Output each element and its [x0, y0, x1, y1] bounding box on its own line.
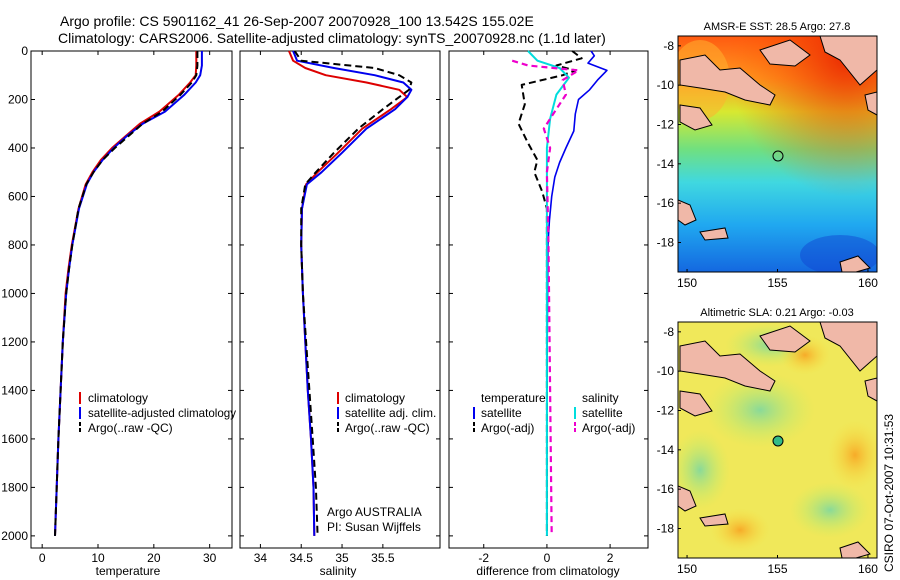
lat-tick-label: -16: [657, 196, 675, 210]
temperature-xlabel: temperature: [96, 564, 161, 578]
y-tick-label: 2000: [1, 529, 28, 543]
header-line-2: Climatology: CARS2006. Satellite-adjuste…: [58, 30, 606, 46]
lat-tick-label: -18: [657, 236, 675, 250]
y-tick-label: 800: [8, 238, 28, 252]
salinity-xlabel: salinity: [320, 564, 357, 578]
legend-title-salinity: salinity: [582, 391, 619, 405]
lat-tick-label: -12: [657, 404, 675, 418]
x-tick-label: 0: [39, 551, 46, 565]
header-line-1: Argo profile: CS 5901162_41 26-Sep-2007 …: [60, 13, 534, 29]
legend-label-temp-satellite: satellite: [481, 406, 522, 420]
legend-label-satellite: satellite adj. clim.: [345, 406, 436, 420]
x-tick-label: 2: [607, 551, 614, 565]
salinity-panel: 34 34.5 35 35.5 salinity climatology satell…: [239, 50, 441, 578]
legend-label-temp-argo: Argo(-adj): [481, 421, 534, 435]
series-line-satellite-adjusted-climatology: [54, 51, 203, 536]
x-tick-label: 35: [335, 551, 349, 565]
sst-coastline: [678, 36, 877, 272]
x-tick-label: 10: [91, 551, 105, 565]
lat-tick-label: -12: [657, 118, 675, 132]
sla-green-patch-3: [790, 482, 870, 538]
series-line-climatology: [288, 50, 409, 536]
series-line-satellite-adj-clim-: [292, 50, 413, 536]
temperature-legend: climatology satellite-adjusted climatolo…: [79, 391, 236, 435]
y-tick-label: 1400: [1, 383, 28, 397]
y-tick-label: 0: [21, 44, 28, 58]
credit-line-1: Argo AUSTRALIA: [327, 505, 422, 519]
x-tick-label: 30: [203, 551, 217, 565]
x-tick-label: 20: [147, 551, 161, 565]
x-tick-label: 34.5: [290, 551, 314, 565]
difference-panel: -2 0 2 difference from climatology tempera…: [448, 50, 649, 578]
legend-label-sal-satellite: satellite: [582, 406, 623, 420]
sla-orange-patch-1: [827, 420, 877, 490]
lat-tick-label: -8: [663, 39, 674, 53]
y-tick-label: 600: [8, 189, 28, 203]
sla-argo-marker: [772, 435, 784, 447]
series-line-temperature-satellite: [546, 50, 608, 536]
x-tick-label: -2: [478, 551, 489, 565]
legend-title-temperature: temperature: [481, 391, 546, 405]
y-tick-label: 200: [8, 92, 28, 106]
series-line-argo-raw-qc-: [54, 51, 199, 536]
lat-tick-label: -14: [657, 157, 675, 171]
lon-tick-label: 160: [858, 276, 878, 290]
legend-label-argo: Argo(..raw -QC): [88, 421, 173, 435]
sla-map-panel: Altimetric SLA: 0.21 Argo: -0.03: [657, 307, 879, 576]
lon-tick-label: 155: [767, 562, 787, 576]
credit-line-2: PI: Susan Wijffels: [327, 520, 421, 534]
sla-green-patch-2: [678, 430, 730, 510]
series-line-salinity-satellite: [527, 50, 570, 536]
side-timestamp-label: CSIRO 07-Oct-2007 10:31:53: [882, 414, 896, 572]
salinity-legend: climatology satellite adj. clim. Argo(..…: [337, 391, 436, 435]
y-tick-label: 400: [8, 141, 28, 155]
lat-tick-label: -10: [657, 364, 675, 378]
legend-label-climatology: climatology: [345, 391, 405, 405]
y-tick-label: 1000: [1, 286, 28, 300]
lon-tick-label: 150: [677, 276, 697, 290]
salinity-plot-frame: [239, 50, 441, 549]
sst-argo-marker: [772, 150, 784, 162]
y-tick-label: 1600: [1, 432, 28, 446]
temperature-panel: 0 10 20 30 0 200 400 600 800 1000 1200 1400 1600 1800…: [1, 44, 236, 578]
lon-tick-label: 155: [767, 276, 787, 290]
series-line-climatology: [54, 51, 198, 536]
sst-map-panel: AMSR-E SST: 28.5 Argo: 27.8 150 155 160 -8 -…: [657, 21, 879, 290]
lon-tick-label: 160: [858, 562, 878, 576]
series-line-salinity-argo-adj-: [511, 59, 580, 536]
lat-tick-label: -14: [657, 443, 675, 457]
temperature-plot-frame: [30, 50, 233, 549]
difference-legend: temperature satellite Argo(-adj) salinit…: [473, 391, 635, 435]
lat-tick-label: -10: [657, 78, 675, 92]
lat-tick-label: -8: [663, 325, 674, 339]
lat-tick-label: -18: [657, 522, 675, 536]
sla-map-title: Altimetric SLA: 0.21 Argo: -0.03: [700, 307, 853, 319]
series-line-argo-raw-qc-: [293, 50, 413, 536]
difference-xlabel: difference from climatology: [476, 564, 619, 578]
x-tick-label: 35.5: [371, 551, 395, 565]
sst-map-title: AMSR-E SST: 28.5 Argo: 27.8: [704, 21, 851, 33]
difference-plot-frame: [448, 50, 649, 549]
legend-label-argo: Argo(..raw -QC): [345, 421, 430, 435]
x-tick-label: 34: [254, 551, 268, 565]
x-tick-label: 0: [544, 551, 551, 565]
y-tick-label: 1200: [1, 335, 28, 349]
legend-label-sal-argo: Argo(-adj): [582, 421, 635, 435]
sla-coastline: [678, 322, 877, 558]
legend-label-satellite: satellite-adjusted climatology: [88, 406, 236, 420]
lon-tick-label: 150: [677, 562, 697, 576]
lat-tick-label: -16: [657, 482, 675, 496]
sla-green-patch-1: [705, 372, 815, 448]
y-tick-label: 1800: [1, 480, 28, 494]
legend-label-climatology: climatology: [88, 391, 148, 405]
